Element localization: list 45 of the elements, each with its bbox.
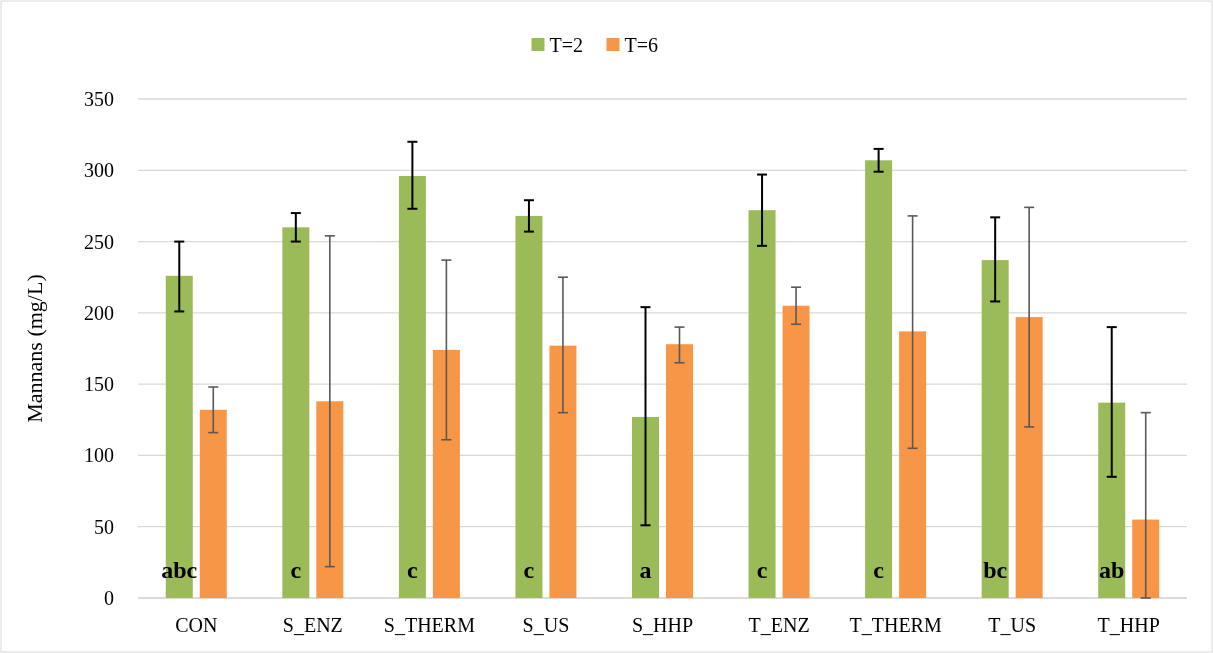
bar [282, 227, 310, 598]
bar [899, 331, 927, 598]
bar [432, 349, 460, 598]
annotation: ab [1099, 556, 1125, 583]
y-tick-label: 150 [84, 373, 114, 396]
x-tick-label: S_ENZ [282, 614, 343, 636]
y-tick-label: 100 [84, 444, 114, 467]
bar [782, 305, 810, 598]
bar [1015, 317, 1043, 598]
x-tick-label: T_ENZ [748, 614, 810, 636]
bar [748, 210, 776, 598]
x-tick-label: S_THERM [383, 614, 476, 636]
annotation: c [290, 556, 302, 583]
x-tick-label: CON [175, 614, 218, 636]
bar [666, 344, 693, 598]
y-tick-label: 350 [84, 88, 114, 110]
annotation: c [407, 556, 419, 583]
annotation: c [873, 556, 885, 583]
bar [549, 345, 577, 598]
y-tick-label: 50 [94, 515, 114, 538]
annotation: c [756, 556, 768, 583]
annotation: c [523, 556, 535, 583]
bar [1098, 402, 1126, 598]
bar [981, 260, 1009, 598]
bar [398, 175, 426, 598]
annotation: bc [983, 556, 1008, 583]
bar [1132, 519, 1160, 598]
y-tick-label: 0 [104, 587, 114, 609]
y-tick-label: 300 [84, 159, 114, 182]
x-tick-label: S_HHP [631, 614, 694, 636]
bar [865, 160, 893, 598]
legend-label: T=6 [624, 34, 658, 56]
y-tick-label: 250 [84, 230, 114, 253]
annotation: a [639, 556, 652, 583]
x-tick-label: S_US [522, 614, 570, 636]
x-tick-label: T_HHP [1097, 614, 1160, 636]
x-tick-label: T_US [988, 614, 1037, 636]
y-axis-title: Mannans (mg/L) [22, 274, 47, 423]
y-tick-label: 200 [84, 301, 114, 324]
bar [515, 215, 543, 598]
bar [316, 401, 344, 598]
x-tick-label: T_THERM [849, 614, 942, 636]
bar [632, 416, 659, 598]
bar [199, 409, 227, 598]
legend-label: T=2 [549, 34, 583, 56]
